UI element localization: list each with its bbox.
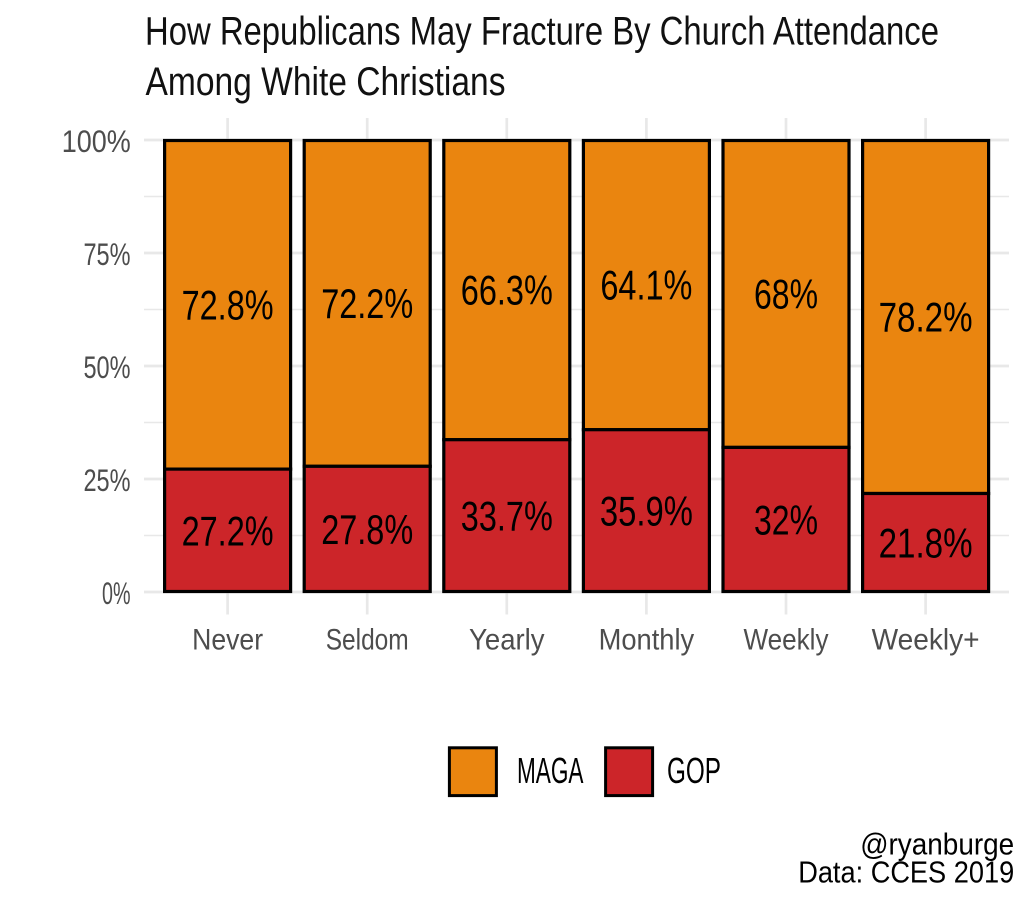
svg-text:33.7%: 33.7% [461,493,553,540]
svg-text:Among White Christians: Among White Christians [146,60,506,104]
svg-text:Never: Never [192,624,263,657]
svg-text:50%: 50% [84,349,131,385]
svg-text:Weekly: Weekly [744,624,829,657]
svg-text:Weekly+: Weekly+ [872,624,980,657]
svg-text:27.8%: 27.8% [321,506,413,553]
svg-text:72.8%: 72.8% [182,281,274,328]
svg-text:100%: 100% [62,123,131,159]
svg-text:@ryanburge: @ryanburge [860,827,1014,861]
svg-text:35.9%: 35.9% [600,488,693,535]
svg-text:0%: 0% [102,575,131,611]
svg-text:Seldom: Seldom [326,624,409,657]
svg-text:How Republicans May Fracture B: How Republicans May Fracture By Church A… [145,10,939,54]
svg-text:27.2%: 27.2% [182,507,274,554]
svg-text:66.3%: 66.3% [461,267,553,314]
svg-text:78.2%: 78.2% [879,294,973,341]
svg-text:25%: 25% [84,462,131,498]
svg-text:MAGA: MAGA [517,751,584,791]
svg-text:Monthly: Monthly [599,624,695,657]
svg-text:Yearly: Yearly [469,624,545,657]
svg-text:75%: 75% [84,236,131,272]
svg-text:72.2%: 72.2% [321,280,413,327]
svg-text:Data: CCES 2019: Data: CCES 2019 [798,855,1014,889]
svg-text:64.1%: 64.1% [600,262,692,309]
svg-text:68%: 68% [754,271,818,318]
svg-text:21.8%: 21.8% [879,520,973,567]
svg-text:32%: 32% [754,497,818,544]
svg-text:GOP: GOP [667,751,721,791]
